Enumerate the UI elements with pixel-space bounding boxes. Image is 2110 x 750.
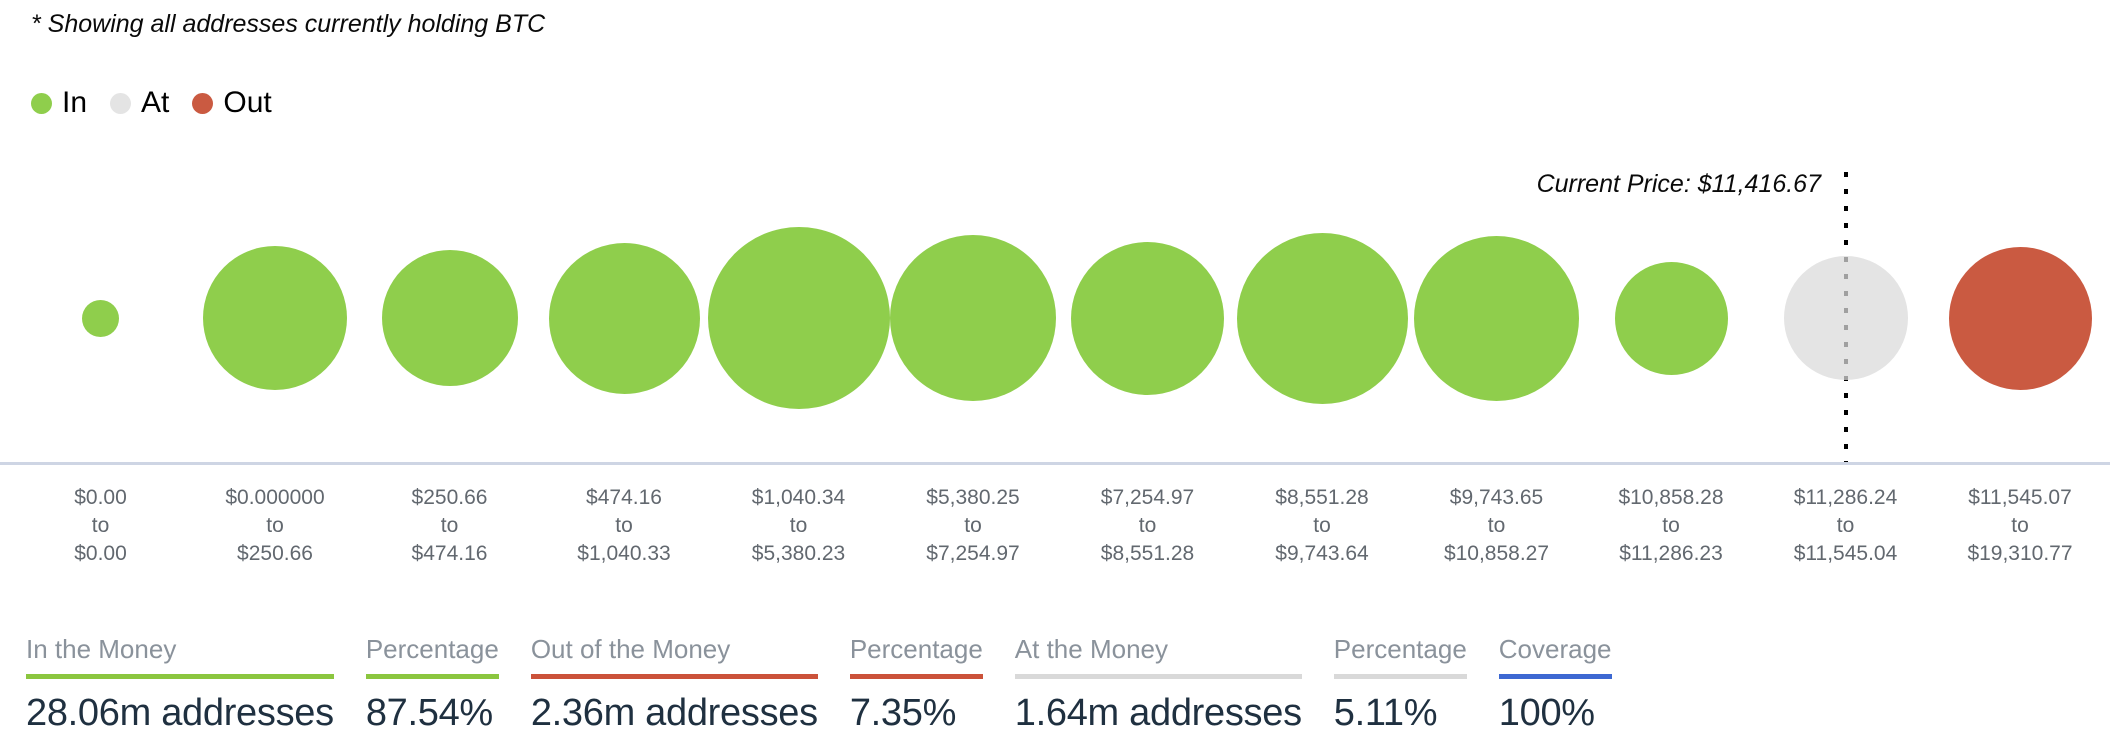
stat-out-of-the-money: Out of the Money 2.36m addresses xyxy=(530,634,818,735)
bubble-in[interactable] xyxy=(1236,232,1408,404)
legend-item-at[interactable]: At xyxy=(110,86,169,120)
x-tick-label: $0.000000 to $250.66 xyxy=(225,486,325,565)
stat-header: In the Money xyxy=(26,634,334,679)
stat-header: Percentage xyxy=(849,634,983,679)
x-tick-label: $11,286.24 to $11,545.04 xyxy=(1793,486,1898,565)
bubble-out[interactable] xyxy=(1948,246,2092,390)
stat-at-the-money: At the Money 1.64m addresses xyxy=(1014,634,1302,735)
bubble-in[interactable] xyxy=(1614,261,1728,375)
x-tick-label: $474.16 to $1,040.33 xyxy=(577,486,671,565)
stat-header: Percentage xyxy=(365,634,499,679)
stat-header: Out of the Money xyxy=(530,634,818,679)
x-tick-label: $10,858.28 to $11,286.23 xyxy=(1618,486,1724,565)
stat-coverage: Coverage 100% xyxy=(1498,634,1612,735)
stat-value: 100% xyxy=(1498,692,1595,734)
stat-value: 7.35% xyxy=(849,692,957,734)
bubble-in[interactable] xyxy=(548,242,700,394)
stat-value: 2.36m addresses xyxy=(530,692,818,734)
current-price-label: Current Price: $11,416.67 xyxy=(1536,170,1821,198)
x-tick-label: $7,254.97 to $8,551.28 xyxy=(1100,486,1195,565)
in-legend-dot-icon xyxy=(31,92,52,114)
stat-value: 87.54% xyxy=(365,692,493,734)
current-price-line-over-at-bubble xyxy=(1843,257,1848,380)
bubble-in[interactable] xyxy=(890,235,1056,401)
legend-label: In xyxy=(62,86,88,119)
stat-percentage: Percentage 87.54% xyxy=(365,634,499,735)
x-tick-label: $5,380.25 to $7,254.97 xyxy=(926,486,1020,565)
stat-percentage: Percentage 5.11% xyxy=(1333,634,1467,735)
stat-header: Coverage xyxy=(1498,634,1612,679)
x-tick-label: $1,040.34 to $5,380.23 xyxy=(751,486,846,565)
stat-value: 5.11% xyxy=(1333,692,1438,734)
x-tick-label: $9,743.65 to $10,858.27 xyxy=(1443,486,1550,565)
bubble-in[interactable] xyxy=(707,227,890,409)
out-legend-dot-icon xyxy=(192,92,214,114)
bubble-in[interactable] xyxy=(1414,235,1579,401)
chart-note: * Showing all addresses currently holdin… xyxy=(31,10,546,38)
legend: In At Out xyxy=(31,86,272,120)
bubble-in[interactable] xyxy=(381,250,518,386)
legend-label: Out xyxy=(223,86,272,119)
legend-item-in[interactable]: In xyxy=(31,86,87,120)
bubble-in[interactable] xyxy=(1071,241,1224,395)
x-tick-label: $8,551.28 to $9,743.64 xyxy=(1275,486,1369,565)
stat-value: 28.06m addresses xyxy=(26,692,334,734)
x-axis-line xyxy=(0,462,2110,465)
stats-row: In the Money 28.06m addresses Percentage 87… xyxy=(26,634,1612,735)
x-tick-label: $250.66 to $474.16 xyxy=(411,486,488,565)
at-legend-dot-icon xyxy=(110,92,132,114)
stat-header: Percentage xyxy=(1333,634,1467,679)
bubble-in[interactable] xyxy=(82,299,119,337)
x-tick-label: $0.00 to $0.00 xyxy=(74,486,127,565)
x-tick-label: $11,545.07 to $19,310.77 xyxy=(1967,486,2073,565)
stat-in-the-money: In the Money 28.06m addresses xyxy=(26,634,334,735)
bubble-in[interactable] xyxy=(203,246,347,390)
stat-value: 1.64m addresses xyxy=(1014,692,1302,734)
legend-label: At xyxy=(141,86,170,119)
legend-item-out[interactable]: Out xyxy=(192,86,272,120)
stat-percentage: Percentage 7.35% xyxy=(849,634,983,735)
stat-header: At the Money xyxy=(1014,634,1302,679)
